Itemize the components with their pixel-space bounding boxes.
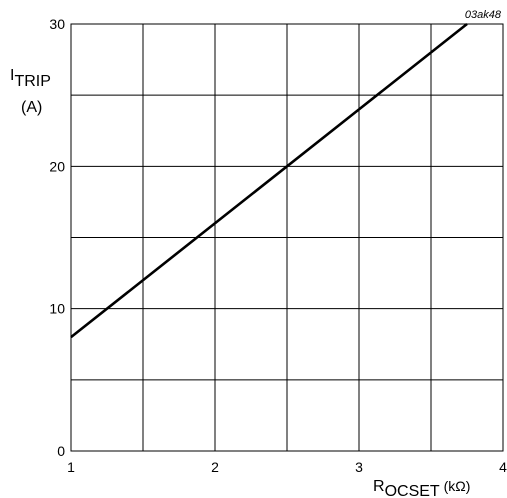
y-tick-labels: 0 10 20 30: [49, 16, 65, 459]
x-tick-label: 3: [355, 459, 363, 475]
x-tick-labels: 1 2 3 4: [67, 459, 507, 475]
y-axis-label-main: I: [10, 67, 14, 84]
plot-frame: [70, 23, 504, 452]
y-axis-label-sub: TRIP: [14, 73, 50, 90]
x-axis-label-unit: (kΩ): [440, 478, 471, 494]
y-axis-label: ITRIP: [10, 67, 51, 90]
x-tick-label: 1: [67, 459, 75, 475]
x-axis-label-sub: OCSET: [385, 483, 440, 498]
trip-current-line: [70, 22, 468, 339]
x-axis-label-main: R: [373, 478, 385, 495]
grid-lines: [71, 24, 503, 451]
y-tick-label: 20: [49, 158, 65, 174]
x-tick-label: 2: [211, 459, 219, 475]
figure-code: 03ak48: [465, 9, 502, 21]
y-tick-label: 10: [49, 301, 65, 317]
y-axis-unit: (A): [21, 99, 42, 116]
x-tick-label: 4: [499, 459, 507, 475]
y-tick-label: 30: [49, 16, 65, 32]
y-tick-label: 0: [57, 443, 65, 459]
x-axis-label: ROCSET (kΩ): [373, 478, 470, 498]
